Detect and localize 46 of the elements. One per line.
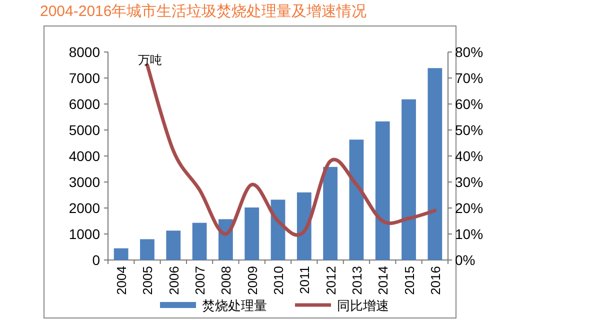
x-tick-label: 2011 [297, 266, 312, 294]
y-tick-label: 1000 [68, 226, 100, 242]
y2-tick-label: 20% [455, 200, 484, 216]
y2-tick-label: 50% [455, 122, 484, 138]
x-tick-label: 2012 [323, 266, 338, 295]
bar [375, 121, 390, 260]
bar [349, 140, 364, 260]
bar [140, 239, 154, 260]
bar [192, 222, 207, 260]
y-tick-label: 3000 [68, 174, 100, 190]
x-tick-label: 2005 [140, 266, 156, 295]
bar [428, 68, 442, 260]
x-tick-label: 2004 [114, 266, 130, 295]
bar [114, 248, 128, 260]
x-tick-label: 2008 [218, 266, 234, 295]
y2-tick-label: 40% [455, 148, 484, 164]
y-tick-label: 4000 [68, 148, 100, 164]
x-tick-label: 2016 [428, 266, 443, 295]
y2-tick-label: 70% [455, 70, 484, 86]
x-tick-label: 2007 [192, 266, 208, 295]
y-tick-label: 7000 [68, 70, 100, 86]
legend-label: 焚烧处理量 [202, 298, 267, 313]
x-tick-label: 2006 [166, 266, 182, 295]
y-tick-label: 5000 [68, 122, 100, 138]
chart-title: 2004-2016年城市生活垃圾焚烧处理量及增速情况 [40, 3, 367, 20]
y2-tick-label: 10% [455, 226, 484, 242]
bar [166, 230, 181, 260]
x-tick-label: 2015 [402, 266, 417, 295]
annotation: 万吨 [138, 53, 162, 67]
bar [244, 207, 260, 260]
y2-tick-label: 60% [455, 96, 484, 112]
y-tick-label: 8000 [68, 44, 100, 60]
bar [296, 192, 312, 260]
y-tick-label: 0 [92, 252, 100, 268]
y2-tick-label: 80% [455, 44, 484, 60]
y2-tick-label: 30% [455, 174, 484, 190]
y2-tick-label: 0% [455, 252, 476, 268]
y-tick-label: 6000 [68, 96, 100, 112]
bar [323, 166, 338, 260]
x-tick-label: 2010 [271, 266, 286, 295]
y-tick-label: 2000 [68, 200, 100, 216]
legend-label: 同比增速 [337, 298, 389, 313]
x-tick-label: 2009 [244, 266, 260, 295]
bar [402, 99, 416, 260]
x-tick-label: 2014 [376, 266, 391, 295]
x-tick-label: 2013 [349, 266, 364, 295]
